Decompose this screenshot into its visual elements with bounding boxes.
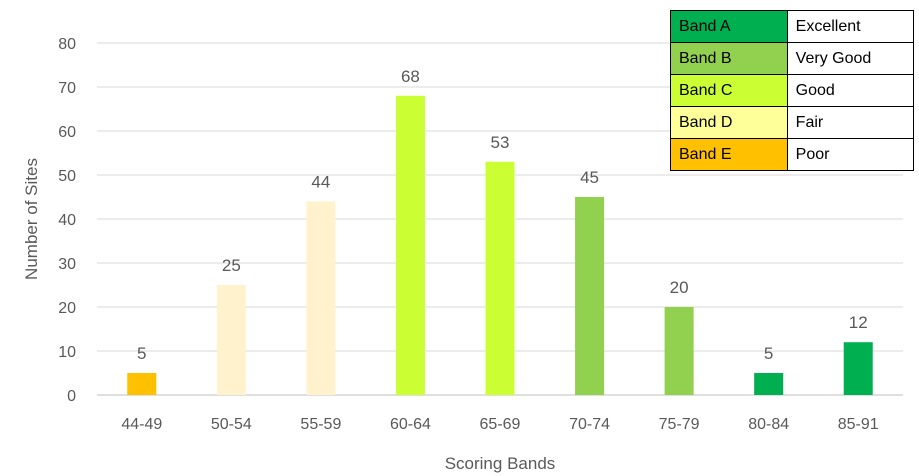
bar <box>754 373 784 395</box>
legend-band: Band D <box>670 106 788 139</box>
y-tick-label: 80 <box>58 36 76 53</box>
y-tick-label: 10 <box>58 344 76 361</box>
y-tick-label: 30 <box>58 256 76 273</box>
legend-band-label: Good <box>786 74 915 107</box>
bar <box>127 373 157 395</box>
legend-band: Band E <box>670 138 788 171</box>
y-tick-label: 40 <box>58 212 76 229</box>
x-tick-label: 85-91 <box>838 416 879 433</box>
bar <box>216 285 246 395</box>
bars <box>127 95 873 396</box>
data-labels: 5 25 44 68 53 45 20 5 12 <box>137 67 868 363</box>
data-label: 12 <box>849 313 868 332</box>
y-tick-label: 60 <box>58 124 76 141</box>
x-tick-label: 55-59 <box>300 416 341 433</box>
x-tick-label: 65-69 <box>480 416 521 433</box>
legend-band-label: Poor <box>786 138 915 171</box>
x-axis-title: Scoring Bands <box>445 454 556 473</box>
x-tick-label: 44-49 <box>121 416 162 433</box>
bar <box>395 95 425 396</box>
y-axis-title: Number of Sites <box>22 158 41 280</box>
x-tick-label: 75-79 <box>659 416 700 433</box>
bar <box>306 201 336 395</box>
y-axis-ticks: 0 10 20 30 40 50 60 70 80 <box>58 36 76 405</box>
data-label: 53 <box>491 133 510 152</box>
legend-band-label: Excellent <box>786 10 915 43</box>
data-label: 5 <box>137 344 146 363</box>
legend-band: Band B <box>670 42 788 75</box>
legend-row: Band C Good <box>670 74 915 107</box>
data-label: 44 <box>311 172 330 191</box>
legend-row: Band E Poor <box>670 138 915 171</box>
bar <box>575 197 605 395</box>
x-tick-label: 50-54 <box>211 416 252 433</box>
band-legend: Band A Excellent Band B Very Good Band C Good… <box>670 10 915 171</box>
bar <box>843 342 873 395</box>
bar <box>664 307 694 395</box>
legend-row: Band B Very Good <box>670 42 915 75</box>
legend-row: Band A Excellent <box>670 10 915 43</box>
y-tick-label: 70 <box>58 80 76 97</box>
data-label: 68 <box>401 67 420 86</box>
x-axis-ticks: 44-49 50-54 55-59 60-64 65-69 70-74 75-79 80-84… <box>121 416 878 433</box>
y-tick-label: 20 <box>58 300 76 317</box>
legend-band: Band C <box>670 74 788 107</box>
bar <box>485 161 515 395</box>
legend-band: Band A <box>670 10 788 43</box>
data-label: 20 <box>670 278 689 297</box>
y-tick-label: 50 <box>58 168 76 185</box>
data-label: 25 <box>222 256 241 275</box>
legend-row: Band D Fair <box>670 106 915 139</box>
y-tick-label: 0 <box>67 388 76 405</box>
legend-band-label: Very Good <box>786 42 915 75</box>
data-label: 45 <box>580 168 599 187</box>
x-tick-label: 80-84 <box>748 416 789 433</box>
data-label: 5 <box>764 344 773 363</box>
x-tick-label: 60-64 <box>390 416 431 433</box>
x-tick-label: 70-74 <box>569 416 610 433</box>
legend-band-label: Fair <box>786 106 915 139</box>
